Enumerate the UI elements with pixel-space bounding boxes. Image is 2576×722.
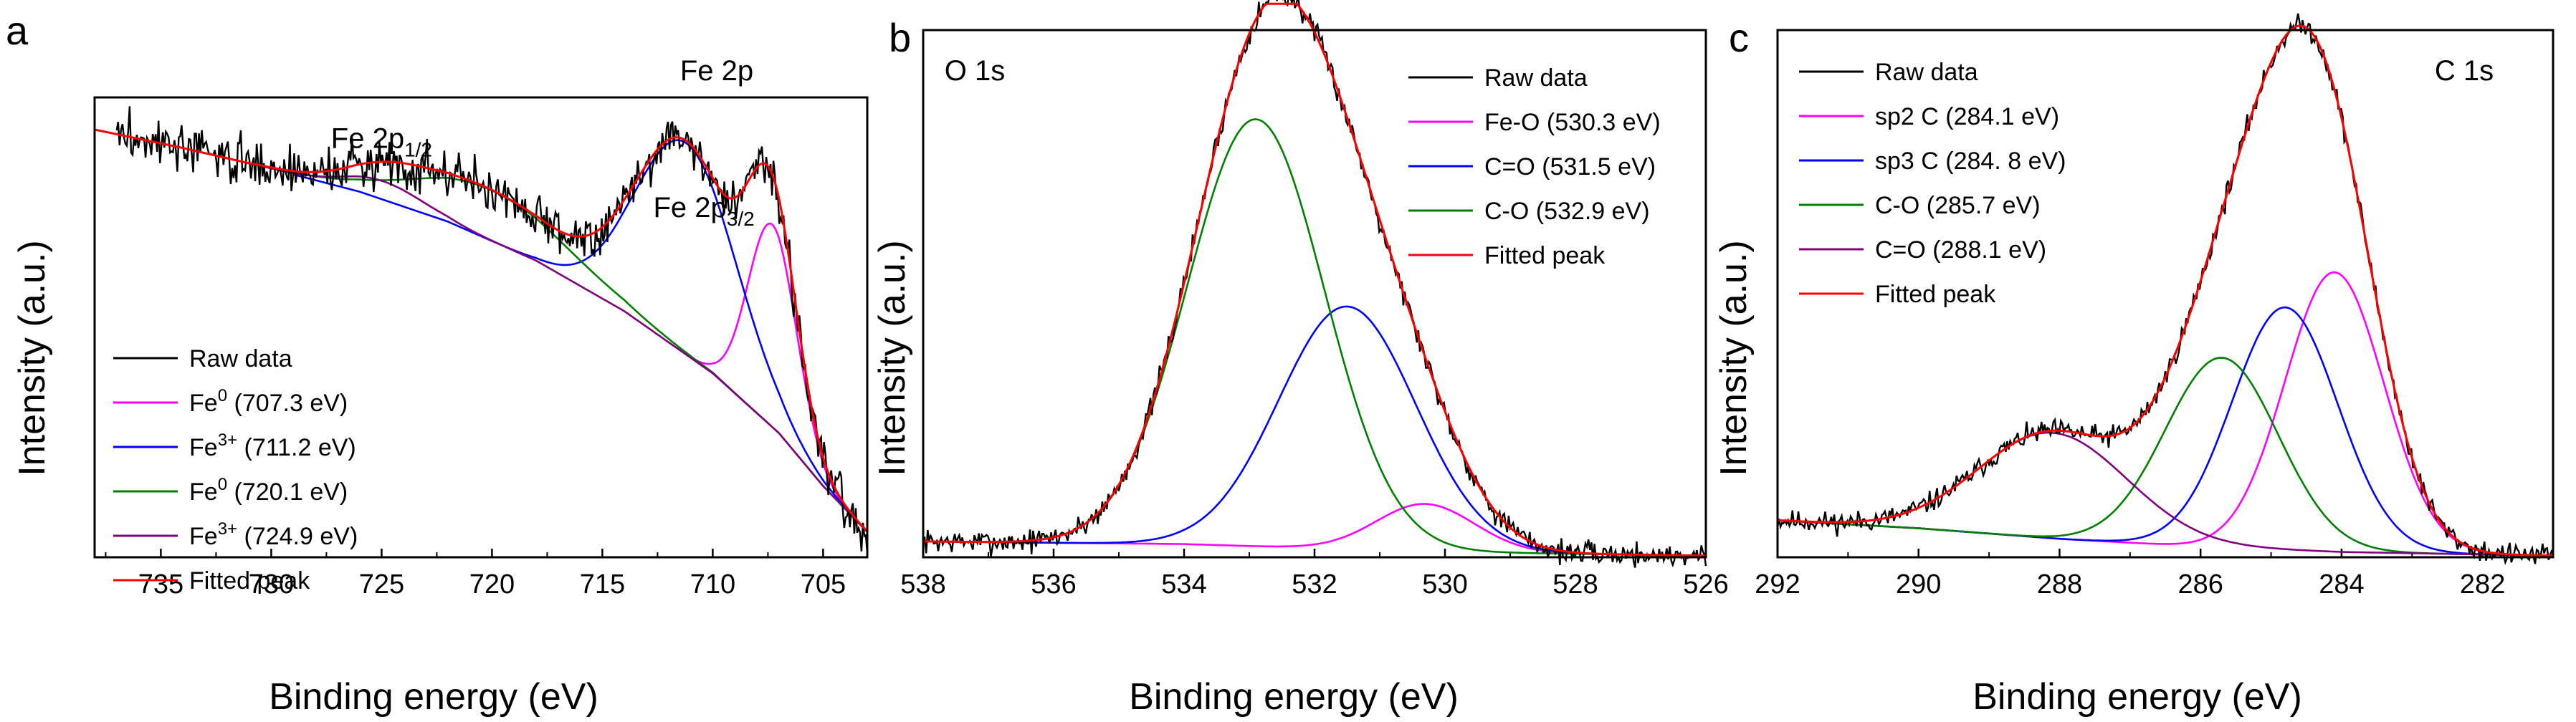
component-curve-0 xyxy=(1777,271,2554,557)
legend-item: C=O (288.1 eV) xyxy=(1799,236,2046,264)
legend-label: Fitted peak xyxy=(1484,242,1606,269)
panel-c-title: C 1s xyxy=(2435,55,2494,87)
panel-b-o-1s: b O 1s Intensity (a.u.) Binding energy (… xyxy=(872,0,1729,718)
panel-a-y-axis-label: Intensity (a.u.) xyxy=(11,240,53,476)
panel-a-plot-frame xyxy=(93,96,869,559)
legend-item: Raw data xyxy=(113,345,292,372)
x-tick-label: 534 xyxy=(1161,569,1206,600)
legend-item: Fitted peak xyxy=(1799,281,1996,308)
raw-data-curve xyxy=(115,106,869,554)
legend-item: Fitted peak xyxy=(113,567,310,595)
panel-c-legend: Raw data sp2 C (284.1 eV) sp3 C (284. 8 eV… xyxy=(1799,59,2066,308)
fitted-peak-curve xyxy=(1777,24,2554,557)
legend-label: Fe-O (530.3 eV) xyxy=(1484,109,1661,136)
panel-b-curves xyxy=(922,0,1707,568)
component-curve-1 xyxy=(292,139,868,533)
x-tick-label: 282 xyxy=(2460,569,2505,600)
legend-label: Fe3+ (724.9 eV) xyxy=(189,519,358,550)
panel-b-legend: Raw data Fe-O (530.3 eV) C=O (531.5 eV) C-O… xyxy=(1408,64,1661,269)
x-tick-label: 735 xyxy=(138,569,183,600)
legend-item: Raw data xyxy=(1408,64,1588,92)
component-curve-3 xyxy=(1777,431,2554,557)
legend-item: Fe-O (530.3 eV) xyxy=(1408,109,1661,136)
panel-a-annotations: Fe 2p1/2 Fe 2p3/2 xyxy=(331,123,755,230)
x-tick-label: 715 xyxy=(580,569,625,600)
legend-item: Fe0 (707.3 eV) xyxy=(113,386,348,417)
legend-item: Fitted peak xyxy=(1408,242,1606,269)
panel-c-y-axis-label: Intensity (a.u.) xyxy=(1713,240,1755,476)
raw-data-curve xyxy=(1776,13,2554,565)
component-curve-0 xyxy=(668,222,868,533)
fitted-peak-curve xyxy=(94,128,869,533)
panel-a-title: Fe 2p xyxy=(680,55,753,87)
legend-label: Raw data xyxy=(1875,59,1978,86)
legend-item: Fe3+ (711.2 eV) xyxy=(113,430,356,461)
legend-item: sp2 C (284.1 eV) xyxy=(1799,103,2059,130)
legend-item: C=O (531.5 eV) xyxy=(1408,153,1656,180)
panel-a-x-axis-label: Binding energy (eV) xyxy=(269,676,598,718)
legend-label: Raw data xyxy=(1484,64,1588,92)
x-tick-label: 730 xyxy=(249,569,294,600)
component-curve-0 xyxy=(922,503,1707,557)
x-tick-label: 536 xyxy=(1031,569,1076,600)
legend-item: Fe0 (720.1 eV) xyxy=(113,475,348,506)
x-tick-label: 532 xyxy=(1292,569,1337,600)
legend-label: sp3 C (284. 8 eV) xyxy=(1875,148,2066,175)
panel-b-x-axis-label: Binding energy (eV) xyxy=(1129,676,1459,718)
legend-label: Fitted peak xyxy=(189,567,310,595)
x-tick-label: 284 xyxy=(2319,569,2364,600)
panel-c-curves xyxy=(1776,13,2554,565)
panel-letter-a: a xyxy=(6,8,29,53)
x-tick-label: 292 xyxy=(1755,569,1800,600)
legend-label: C=O (531.5 eV) xyxy=(1484,153,1656,180)
panel-a-fe-2p: a Fe 2p Intensity (a.u.) Binding energy … xyxy=(6,8,869,718)
panel-b-title: O 1s xyxy=(945,55,1005,87)
legend-item: C-O (532.9 eV) xyxy=(1408,198,1650,225)
x-tick-label: 288 xyxy=(2037,569,2082,600)
panel-letter-b: b xyxy=(889,15,911,60)
legend-label: C-O (532.9 eV) xyxy=(1484,198,1650,225)
panel-b-y-axis-label: Intensity (a.u.) xyxy=(872,240,913,476)
legend-label: Raw data xyxy=(189,345,292,372)
legend-item: Raw data xyxy=(1799,59,1978,86)
component-curve-2 xyxy=(292,171,868,533)
legend-item: sp3 C (284. 8 eV) xyxy=(1799,148,2066,175)
legend-label: Fe3+ (711.2 eV) xyxy=(189,430,356,461)
x-tick-label: 286 xyxy=(2177,569,2223,600)
legend-label: sp2 C (284.1 eV) xyxy=(1875,103,2059,130)
x-tick-label: 530 xyxy=(1422,569,1467,600)
fitted-peak-curve xyxy=(923,2,1707,557)
x-tick-label: 528 xyxy=(1552,569,1598,600)
component-curve-2 xyxy=(923,118,1707,557)
legend-label: C-O (285.7 eV) xyxy=(1875,192,2041,219)
peak-label-1: Fe 2p3/2 xyxy=(653,192,754,230)
panel-c-c-1s: c C 1s Intensity (a.u.) Binding energy (… xyxy=(1713,13,2554,718)
panel-c-plot-frame xyxy=(1776,29,2554,559)
legend-item: Fe3+ (724.9 eV) xyxy=(113,519,358,550)
raw-data-curve xyxy=(922,0,1707,568)
x-tick-label: 526 xyxy=(1683,569,1728,600)
legend-label: C=O (288.1 eV) xyxy=(1875,236,2046,264)
panel-c-ticks: 292 290 288 286 284 282 xyxy=(1755,549,2505,600)
x-tick-label: 290 xyxy=(1896,569,1941,600)
panel-a-curves xyxy=(94,106,869,554)
legend-label: Fe0 (720.1 eV) xyxy=(189,475,348,506)
peak-label-0: Fe 2p1/2 xyxy=(331,123,432,161)
panel-b-ticks: 538 536 534 532 530 528 526 xyxy=(900,549,1729,600)
x-tick-label: 720 xyxy=(469,569,515,600)
panel-c-x-axis-label: Binding energy (eV) xyxy=(1972,676,2302,718)
x-tick-label: 725 xyxy=(359,569,404,600)
panel-a-ticks: 735 730 725 720 715 710 705 xyxy=(105,549,846,600)
panel-b-plot-frame xyxy=(922,29,1707,559)
panel-a-legend: Raw data Fe0 (707.3 eV) Fe3+ (711.2 eV) Fe0… xyxy=(113,345,358,595)
x-tick-label: 710 xyxy=(690,569,735,600)
panel-letter-c: c xyxy=(1729,15,1749,60)
legend-item: C-O (285.7 eV) xyxy=(1799,192,2041,219)
legend-label: Fe0 (707.3 eV) xyxy=(189,386,348,417)
legend-label: Fitted peak xyxy=(1875,281,1996,308)
x-tick-label: 538 xyxy=(900,569,945,600)
component-curve-1 xyxy=(922,305,1707,557)
x-tick-label: 705 xyxy=(801,569,846,600)
